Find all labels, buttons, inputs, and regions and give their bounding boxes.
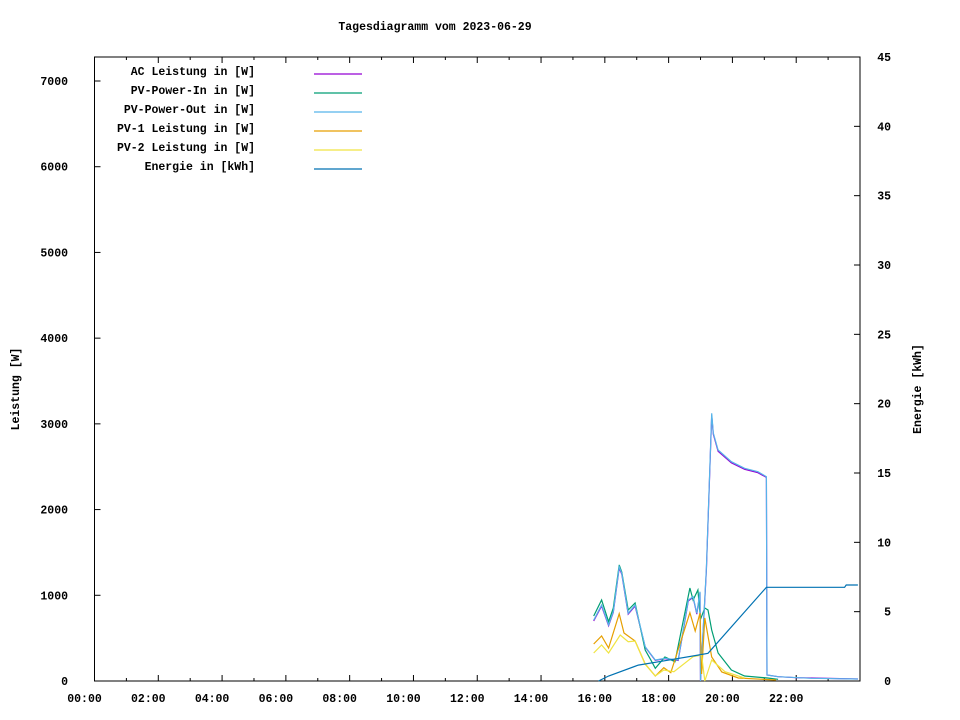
y2-tick-label: 40 [877,121,891,134]
axes: 00:00 02:00 04:00 06:00 08:00 10:00 12:00 14:00… [40,52,891,706]
chart-title: Tagesdiagramm vom 2023-06-29 [338,21,531,34]
x-tick-label: 02:00 [131,693,166,706]
y2-tick-label: 35 [877,191,891,204]
x-tick-label: 16:00 [578,693,613,706]
series-group [593,413,858,682]
y2-tick-label: 25 [877,329,891,342]
series-line-4 [593,634,745,682]
y-tick-label: 7000 [40,76,68,89]
y-tick-label: 4000 [40,333,68,346]
y2-axis-label: Energie [kWh] [912,344,925,434]
x-tick-label: 12:00 [450,693,485,706]
series-line-3 [593,610,777,681]
y-tick-label: 0 [61,676,68,689]
legend-label: PV-Power-In in [W] [131,85,255,98]
y-axis-label: Leistung [W] [10,348,23,431]
y-tick-label: 3000 [40,419,68,432]
x-tick-label: 00:00 [67,693,102,706]
series-line-5 [598,584,858,682]
y2-tick-label: 0 [884,676,891,689]
x-tick-label: 04:00 [195,693,230,706]
y2-tick-label: 15 [877,468,891,481]
x-tick-label: 22:00 [769,693,804,706]
x-tick-label: 10:00 [386,693,421,706]
legend-label: PV-2 Leistung in [W] [117,142,255,155]
y-tick-label: 6000 [40,162,68,175]
x-tick-label: 06:00 [259,693,294,706]
y-tick-label: 2000 [40,505,68,518]
y2-tick-label: 5 [884,607,891,620]
legend-label: AC Leistung in [W] [131,66,255,79]
legend-label: PV-Power-Out in [W] [124,104,255,117]
y-tick-label: 1000 [40,590,68,603]
legend: AC Leistung in [W] PV-Power-In in [W] PV-P… [117,66,362,174]
y2-tick-label: 30 [877,260,891,273]
series-line-2 [593,413,858,682]
legend-label: PV-1 Leistung in [W] [117,123,255,136]
y2-tick-label: 20 [877,399,891,412]
x-tick-label: 18:00 [641,693,676,706]
x-tick-label: 14:00 [514,693,549,706]
y-tick-label: 5000 [40,247,68,260]
x-tick-label: 20:00 [705,693,740,706]
y2-tick-label: 45 [877,52,891,65]
x-tick-label: 08:00 [322,693,357,706]
series-line-1 [593,564,779,680]
legend-label: Energie in [kWh] [145,161,255,174]
y2-tick-label: 10 [877,537,891,550]
